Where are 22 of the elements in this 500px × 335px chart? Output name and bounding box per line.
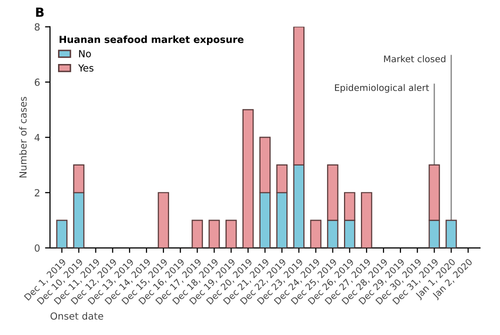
y-axis-title: Number of cases bbox=[19, 96, 27, 178]
legend-label: No bbox=[79, 50, 91, 58]
y-tick-label: 2 bbox=[34, 189, 40, 196]
legend-title: Huanan seafood market exposure bbox=[60, 36, 244, 45]
bar bbox=[360, 192, 372, 248]
legend-label: Yes bbox=[78, 64, 94, 72]
bar bbox=[158, 192, 170, 248]
y-tick-label: 8 bbox=[34, 23, 40, 31]
text: B bbox=[36, 8, 44, 17]
x-axis-title: Onset date bbox=[50, 312, 104, 320]
y-tick-label: 4 bbox=[34, 134, 40, 142]
bar bbox=[242, 109, 254, 248]
bar bbox=[56, 220, 68, 248]
bar bbox=[310, 220, 322, 248]
y-tick-label: 0 bbox=[34, 244, 40, 252]
bar bbox=[192, 220, 203, 248]
ref-line-label: Epidemiological alert bbox=[335, 84, 429, 93]
bar bbox=[226, 220, 237, 248]
bar bbox=[446, 220, 457, 248]
y-tick-label: 6 bbox=[34, 78, 40, 86]
ref-line-label: Market closed bbox=[384, 55, 446, 62]
bar bbox=[208, 220, 220, 248]
